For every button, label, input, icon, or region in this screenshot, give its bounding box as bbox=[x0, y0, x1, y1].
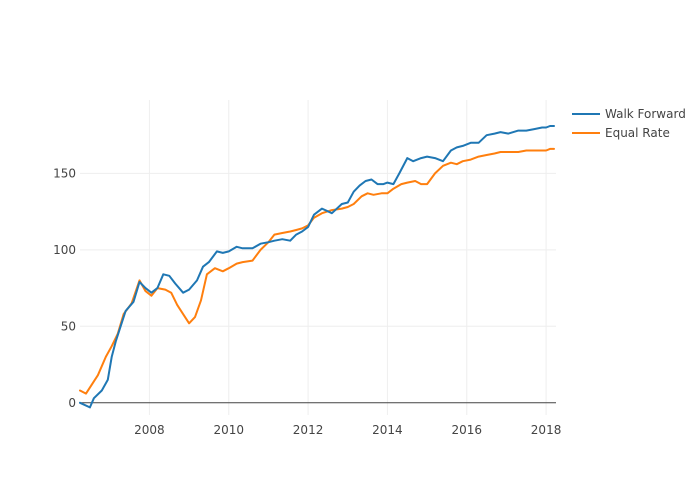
x-axis-ticks: 2008 2010 2012 2014 2016 2018 bbox=[134, 423, 561, 437]
x-tick-label: 2008 bbox=[134, 423, 165, 437]
x-tick-label: 2018 bbox=[531, 423, 562, 437]
series-line-equal-rate bbox=[79, 147, 555, 395]
series-lines bbox=[79, 125, 555, 409]
y-tick-label: 50 bbox=[61, 319, 76, 333]
x-tick-label: 2012 bbox=[293, 423, 324, 437]
y-tick-label: 150 bbox=[53, 166, 76, 180]
y-tick-label: 100 bbox=[53, 243, 76, 257]
y-tick-label: 0 bbox=[68, 396, 76, 410]
x-tick-label: 2016 bbox=[451, 423, 482, 437]
x-tick-label: 2014 bbox=[372, 423, 403, 437]
gridlines bbox=[80, 100, 556, 415]
legend-item-equal-rate[interactable]: Equal Rate bbox=[572, 126, 670, 140]
y-axis-ticks: 0 50 100 150 bbox=[53, 166, 76, 409]
legend[interactable]: Walk Forward Equal Rate bbox=[572, 107, 686, 140]
legend-item-walk-forward[interactable]: Walk Forward bbox=[572, 107, 686, 121]
legend-label: Equal Rate bbox=[605, 126, 670, 140]
x-tick-label: 2010 bbox=[213, 423, 244, 437]
legend-label: Walk Forward bbox=[605, 107, 686, 121]
series-line-walk-forward bbox=[79, 125, 555, 409]
